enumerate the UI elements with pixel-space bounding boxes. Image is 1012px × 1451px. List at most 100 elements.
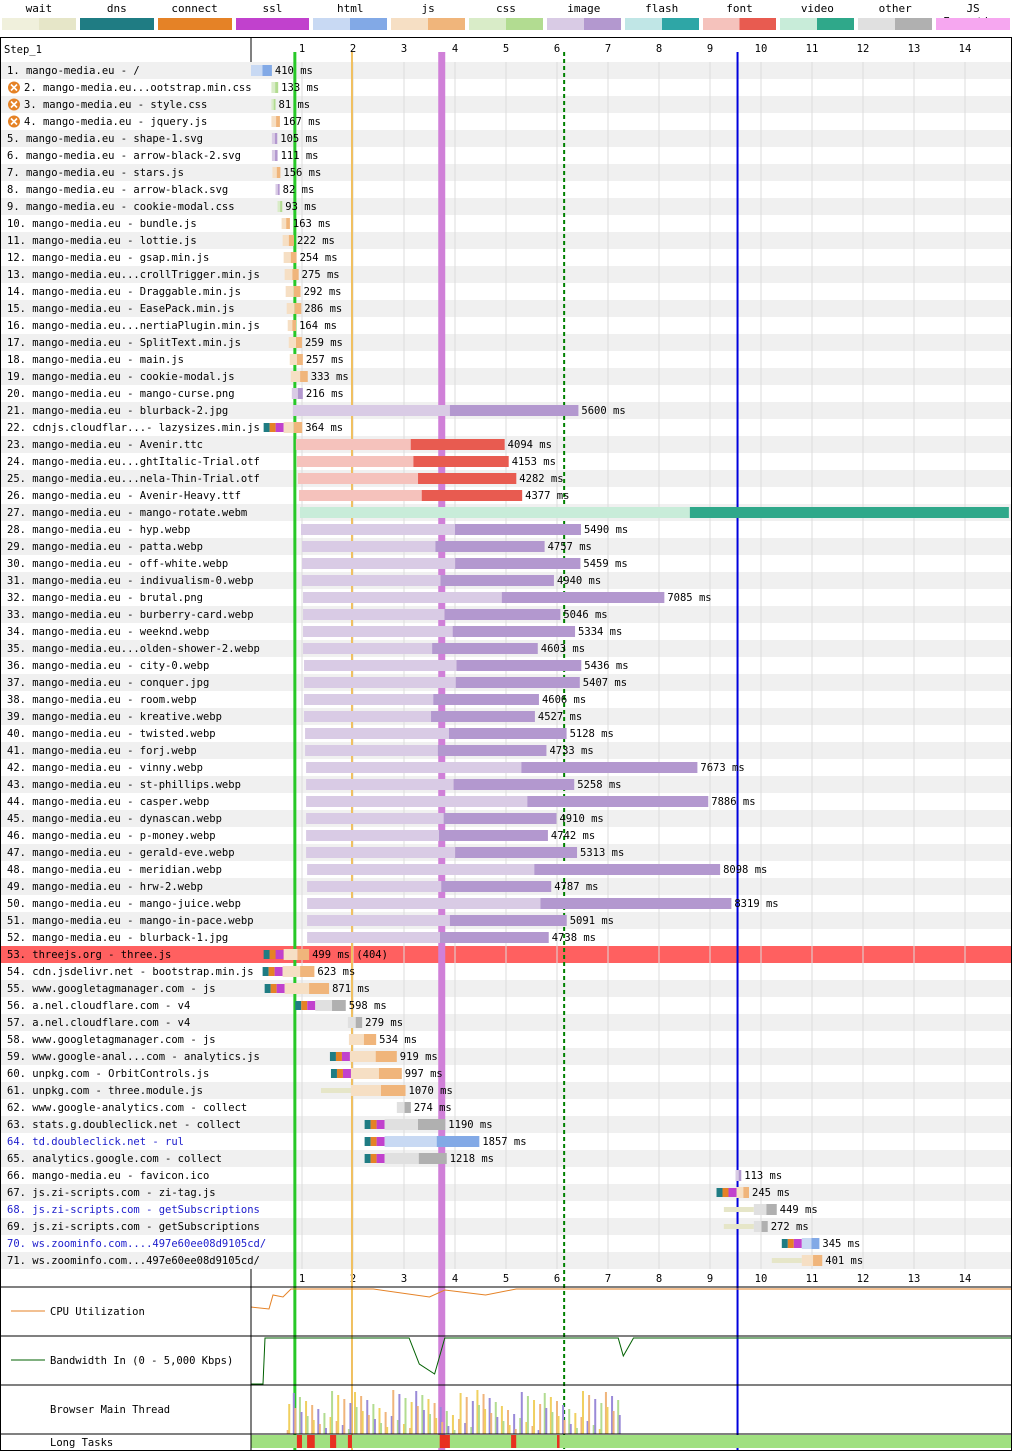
main-thread-bar xyxy=(380,1423,383,1434)
legend-item-html: html xyxy=(311,0,389,34)
legend-label: image xyxy=(567,2,601,15)
long-tasks-label: Long Tasks xyxy=(50,1437,113,1449)
main-thread-bar xyxy=(606,1407,609,1434)
request-time-54: 623 ms xyxy=(317,966,355,978)
main-thread-bar xyxy=(458,1419,461,1434)
request-label-60: 60. unpkg.com - OrbitControls.js xyxy=(7,1068,209,1080)
request-label-6: 6. mango-media.eu - arrow-black-2.svg xyxy=(7,150,241,162)
request-bar-download xyxy=(296,337,302,348)
request-time-30: 5459 ms xyxy=(583,558,627,570)
main-thread-bar xyxy=(305,1401,308,1434)
axis-tick-top-4: 4 xyxy=(452,43,458,55)
main-thread-label: Browser Main Thread xyxy=(50,1404,170,1416)
main-thread-bar xyxy=(286,1430,289,1434)
legend-swatch xyxy=(936,18,1010,30)
main-thread-bar xyxy=(373,1419,376,1434)
request-bar-download xyxy=(435,541,545,552)
request-time-18: 257 ms xyxy=(306,354,344,366)
wait-segment xyxy=(320,1088,351,1093)
request-time-37: 5407 ms xyxy=(583,677,627,689)
request-bar-download xyxy=(292,320,297,331)
request-time-69: 272 ms xyxy=(771,1221,809,1233)
main-thread-bar xyxy=(311,1405,314,1434)
main-thread-bar xyxy=(526,1396,529,1434)
main-thread-bar xyxy=(482,1394,485,1434)
request-bar-ttfb xyxy=(303,609,445,620)
connection-segment xyxy=(263,423,270,432)
request-bar-download xyxy=(286,218,290,229)
request-bar-download xyxy=(527,796,709,807)
request-label-11: 11. mango-media.eu - lottie.js xyxy=(7,235,197,247)
connection-segment xyxy=(330,1069,337,1078)
request-bar-download xyxy=(431,711,535,722)
request-time-60: 997 ms xyxy=(405,1068,443,1080)
request-bar-download xyxy=(280,201,283,212)
long-tasks-baseline xyxy=(251,1435,1011,1448)
request-time-28: 5490 ms xyxy=(584,524,628,536)
request-bar-ttfb xyxy=(350,1085,381,1096)
main-thread-bar xyxy=(367,1415,370,1434)
request-label-21: 21. mango-media.eu - blurback-2.jpg xyxy=(7,405,228,417)
request-label-48: 48. mango-media.eu - meridian.webp xyxy=(7,864,222,876)
request-bar-ttfb xyxy=(286,303,295,314)
request-time-33: 5046 ms xyxy=(563,609,607,621)
main-thread-bar xyxy=(537,1430,540,1434)
request-label-24: 24. mango-media.eu...ghtItalic-Trial.otf xyxy=(7,456,260,468)
request-time-25: 4282 ms xyxy=(519,473,563,485)
request-bar-ttfb xyxy=(306,779,454,790)
legend-swatch xyxy=(469,18,543,30)
legend-swatch xyxy=(702,18,777,30)
request-bar-download xyxy=(449,405,579,416)
request-time-9: 93 ms xyxy=(285,201,317,213)
axis-tick-top-1: 1 xyxy=(299,43,305,55)
request-bar-ttfb xyxy=(282,966,301,977)
main-thread-bar xyxy=(464,1423,467,1434)
request-label-39: 39. mango-media.eu - kreative.webp xyxy=(7,711,222,723)
request-bar-ttfb xyxy=(283,949,298,960)
request-bar-ttfb xyxy=(277,201,281,212)
axis-tick-top-11: 11 xyxy=(806,43,819,55)
main-thread-bar xyxy=(366,1400,369,1434)
main-thread-bar xyxy=(329,1417,332,1434)
request-bar-ttfb xyxy=(271,116,277,127)
cpu-utilization-label: CPU Utilization xyxy=(50,1306,145,1318)
connection-segment xyxy=(370,1154,377,1163)
main-thread-bar xyxy=(594,1399,597,1434)
connection-segment xyxy=(262,967,269,976)
request-label-12: 12. mango-media.eu - gsap.min.js xyxy=(7,252,209,264)
request-bar-ttfb xyxy=(304,711,432,722)
main-thread-bar xyxy=(312,1420,315,1434)
axis-tick-bottom-2: 2 xyxy=(350,1273,356,1285)
request-bar-download xyxy=(418,1153,447,1164)
request-bar-download xyxy=(417,1119,446,1130)
request-label-44: 44. mango-media.eu - casper.webp xyxy=(7,796,209,808)
request-time-2: 133 ms xyxy=(281,82,319,94)
request-time-40: 5128 ms xyxy=(570,728,614,740)
main-thread-bar xyxy=(410,1402,413,1434)
request-bar-download xyxy=(813,1255,823,1266)
request-bar-ttfb xyxy=(272,167,277,178)
main-thread-bar xyxy=(384,1412,387,1434)
request-time-26: 4377 ms xyxy=(525,490,569,502)
main-thread-bar xyxy=(592,1425,595,1434)
request-time-31: 4940 ms xyxy=(557,575,601,587)
legend-item-ssl: ssl xyxy=(234,0,312,34)
request-bar-download xyxy=(766,1204,777,1215)
long-task-block xyxy=(307,1435,315,1448)
request-bar-download xyxy=(277,184,280,195)
request-time-61: 1070 ms xyxy=(409,1085,453,1097)
request-bar-ttfb xyxy=(753,1204,767,1215)
request-time-21: 5600 ms xyxy=(581,405,625,417)
request-bar-download xyxy=(410,439,505,450)
request-bar-download xyxy=(501,592,665,603)
main-thread-bar xyxy=(343,1399,346,1434)
request-time-4: 167 ms xyxy=(283,116,321,128)
request-bar-ttfb xyxy=(350,1068,379,1079)
request-bar-download xyxy=(761,1221,768,1232)
request-bar-download xyxy=(534,864,721,875)
legend-label: css xyxy=(496,2,516,15)
request-label-55: 55. www.googletagmanager.com - js xyxy=(7,983,216,995)
request-time-70: 345 ms xyxy=(822,1238,860,1250)
main-thread-bar xyxy=(354,1392,357,1434)
request-bar-download xyxy=(288,235,294,246)
